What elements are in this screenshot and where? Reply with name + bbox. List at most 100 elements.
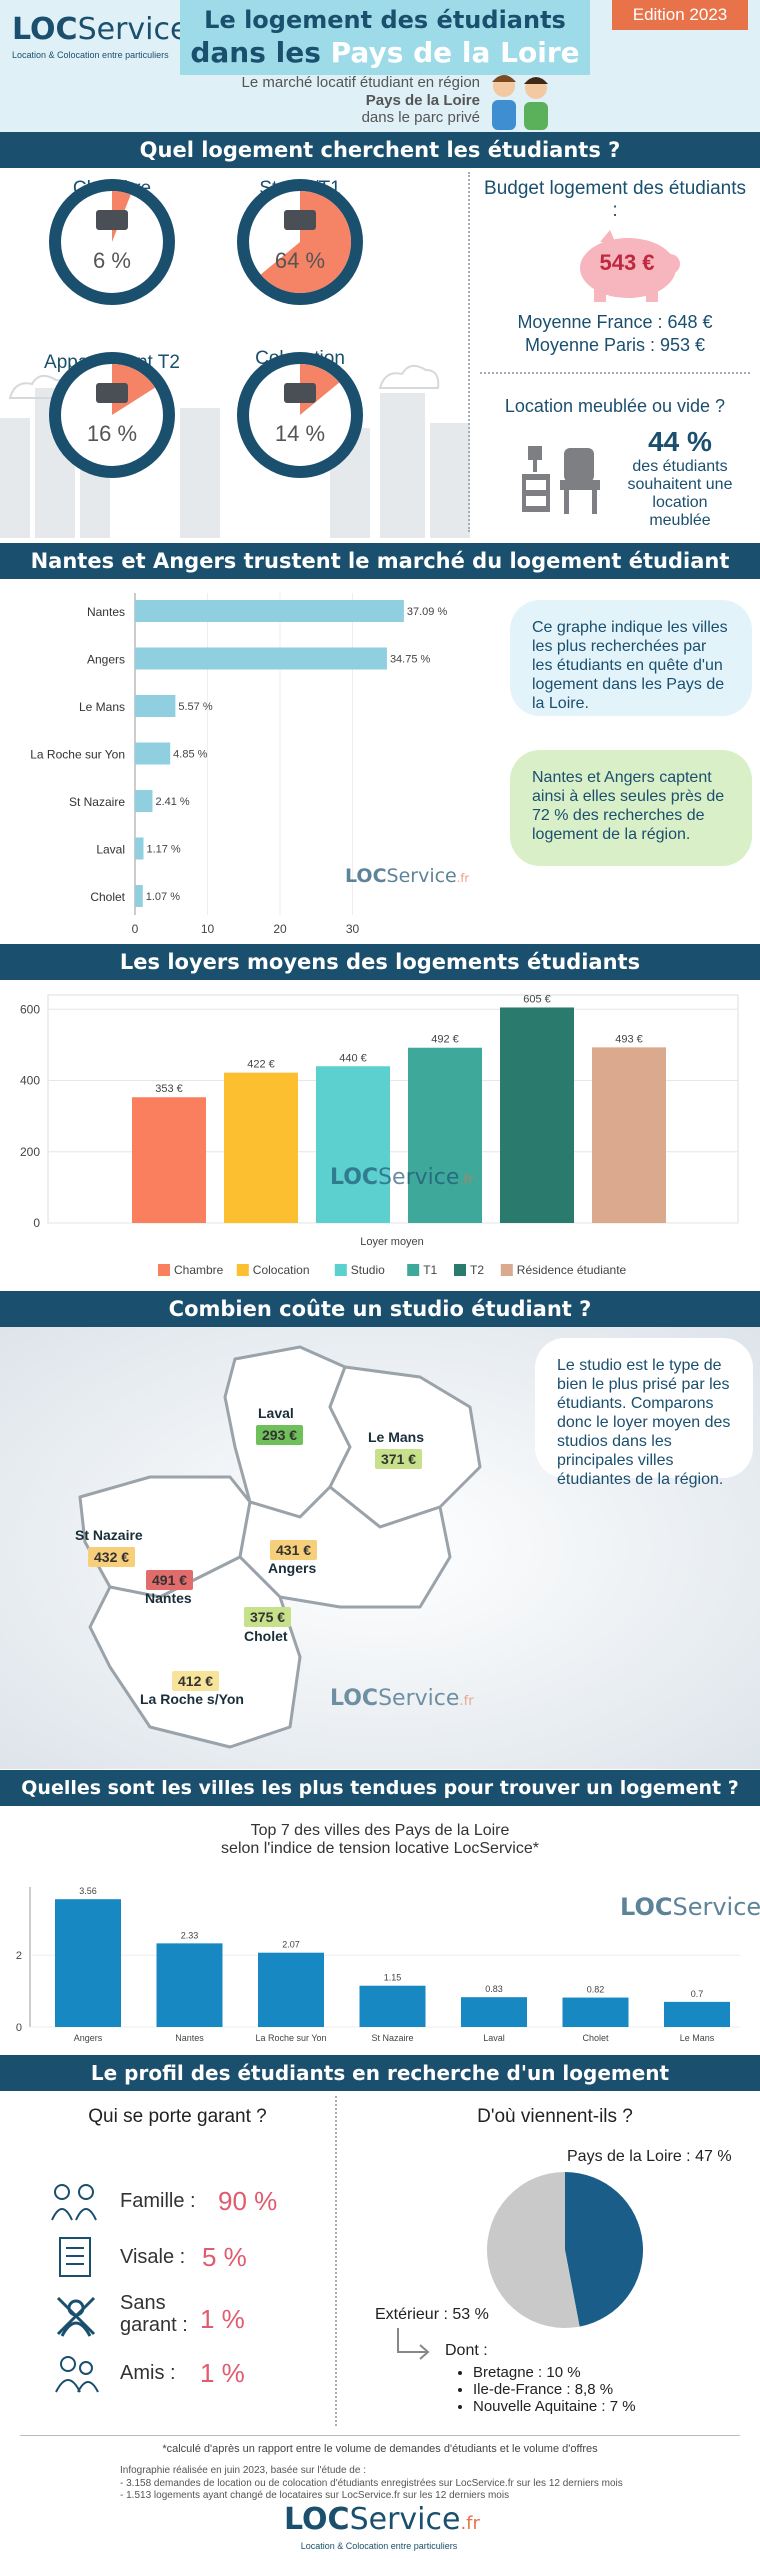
info-bubble-2: Nantes et Angers captent ainsi à elles s… — [510, 750, 752, 866]
bar — [562, 1997, 629, 2027]
map-city-price: 375 € — [244, 1607, 292, 1627]
donut-pct: 6 % — [93, 248, 131, 273]
title-line1: Le logement des étudiants — [204, 6, 566, 34]
subtitle1: Le marché locatif étudiant en région — [241, 74, 480, 91]
y-category-label: Nantes — [87, 605, 125, 619]
map-city-price: 412 € — [172, 1671, 220, 1691]
housing-type-donuts: 6 % 64 % 16 % 14 % — [49, 179, 363, 478]
garant-label-amis: Amis : — [120, 2362, 176, 2384]
footer-logo: LOCService.fr — [284, 2502, 480, 2537]
bar — [135, 742, 171, 765]
map-sarthe — [328, 1365, 482, 1529]
avg-paris: Moyenne Paris : 953 € — [524, 335, 706, 355]
logo-service: Service — [77, 12, 189, 47]
dont-item: Bretagne : 10 % — [473, 2364, 636, 2381]
bar-value-label: 0.7 — [691, 1989, 704, 1999]
bar-value-label: 422 € — [247, 1059, 275, 1071]
x-category-label: Nantes — [175, 2033, 204, 2043]
x-category-label: Cholet — [582, 2033, 609, 2043]
footer-divider — [20, 2435, 740, 2436]
map-city-price: 431 € — [270, 1540, 318, 1560]
map-city-price: 371 € — [375, 1449, 423, 1469]
bar — [461, 1997, 527, 2027]
friends-icon — [55, 2356, 99, 2393]
wm2-fr: .fr — [459, 1173, 474, 1188]
watermark-logo-2: LOCService.fr — [330, 1165, 474, 1190]
legend-swatch — [236, 1264, 249, 1276]
bar — [135, 885, 143, 907]
bar-value-label: 493 € — [615, 1033, 643, 1045]
x-category-label: Angers — [74, 2033, 103, 2043]
bar-value-label: 2.07 — [282, 1940, 300, 1950]
city-search-chart: 0 10 20 30 Nantes 37.09 % Angers 34.75 % Le Mans… — [30, 593, 447, 936]
no-garant-icon — [56, 2296, 96, 2337]
watermark-logo-1: LOCService.fr — [345, 865, 469, 887]
bar-value-label: 2.33 — [181, 1930, 199, 1940]
bar — [156, 1943, 223, 2027]
y-tick-label: 200 — [20, 1145, 40, 1159]
housing-icon — [96, 210, 128, 230]
bar-value-label: 440 € — [339, 1052, 367, 1064]
map-city-name: Cholet — [244, 1628, 288, 1644]
x-category-label: Le Mans — [680, 2033, 715, 2043]
bar-value-label: 1.17 % — [146, 844, 180, 856]
pie-slice — [486, 2172, 580, 2328]
map-city-name: Laval — [258, 1405, 294, 1421]
y-category-label: La Roche sur Yon — [30, 748, 125, 762]
legend-label: Résidence étudiante — [517, 1263, 627, 1277]
legend-swatch — [158, 1264, 170, 1276]
bar-value-label: 4.85 % — [173, 749, 207, 761]
y-tick-label: 0 — [33, 1216, 40, 1230]
logo-loc: LOC — [12, 12, 78, 47]
furniture-icon — [522, 446, 600, 514]
footer-line1: Infographie réalisée en juin 2023, basée… — [120, 2465, 366, 2476]
bar — [408, 1047, 482, 1223]
x-category-label: Laval — [483, 2033, 505, 2043]
footer-logo-loc: LOC — [284, 2502, 350, 2537]
subtitle2: Pays de la Loire — [365, 92, 480, 109]
y-tick-label: 400 — [20, 1074, 40, 1088]
budget-divider — [480, 372, 750, 374]
wm3-service: Service — [378, 1686, 460, 1711]
furnished-pct: 44 % — [648, 426, 712, 457]
garant-label-sans: Sans garant : — [120, 2292, 188, 2336]
y-category-label: Laval — [96, 843, 125, 857]
housing-icon — [284, 210, 316, 230]
header: LOCService.fr Location & Colocation entr… — [0, 0, 760, 132]
origin-title: D'où viennent-ils ? — [477, 2106, 633, 2127]
arrow-icon — [397, 2328, 430, 2360]
bar-value-label: 5.57 % — [178, 701, 212, 713]
bar — [359, 1985, 426, 2027]
title-highlight: Pays de la Loire — [330, 36, 580, 69]
bar-value-label: 0.82 — [587, 1985, 605, 1995]
footer-line3: - 1.513 logements ayant changé de locata… — [120, 2490, 510, 2501]
map-city-price: 432 € — [88, 1547, 136, 1567]
bar-value-label: 1.15 — [384, 1973, 402, 1983]
title-line2: dans les Pays de la Loire — [180, 36, 590, 69]
housing-icon — [96, 383, 128, 403]
pie-slice — [565, 2172, 643, 2327]
origin-ext-label: Extérieur : 53 % — [375, 2306, 489, 2323]
map-city-name: St Nazaire — [75, 1527, 143, 1543]
section1-divider — [468, 172, 470, 532]
title-banner — [180, 0, 590, 75]
bar — [316, 1066, 390, 1223]
footer-logo-fr: .fr — [460, 2513, 480, 2534]
x-category-label: St Nazaire — [371, 2033, 413, 2043]
section5-title: Quelles sont les villes les plus tendues… — [0, 1770, 760, 1806]
donut-slice — [260, 191, 351, 293]
section6-divider — [335, 2096, 337, 2426]
map-city-name: La Roche s/Yon — [140, 1691, 244, 1707]
map-city-name: Nantes — [145, 1590, 192, 1606]
section6-title: Le profil des étudiants en recherche d'u… — [0, 2055, 760, 2091]
bar-value-label: 2.41 % — [155, 796, 189, 808]
region-map — [78, 1345, 482, 1749]
bar-value-label: 492 € — [431, 1034, 459, 1046]
students-illustration — [492, 75, 548, 130]
dont-list: Bretagne : 10 % Ile-de-France : 8,8 % No… — [455, 2364, 636, 2415]
dont-label: Dont : — [445, 2342, 488, 2359]
bar — [664, 2001, 730, 2027]
tension-chart: 0 2 3.56 Angers 2.33 Nantes 2.07 La Roche sur Y… — [16, 1886, 740, 2043]
housing-icon — [284, 383, 316, 403]
bar — [132, 1097, 206, 1223]
